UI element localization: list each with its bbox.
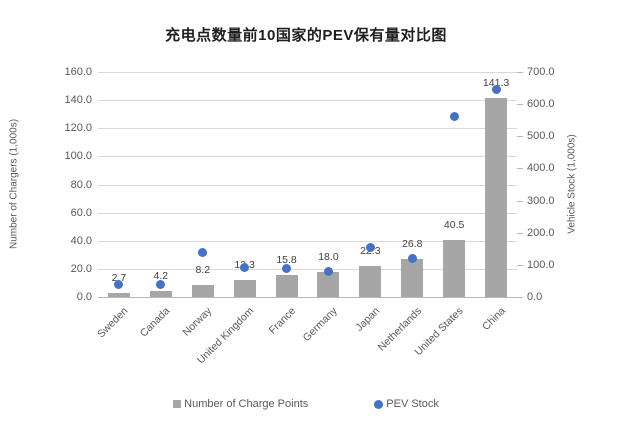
right-axis-tick-mark bbox=[517, 200, 523, 202]
x-axis-label-norway: Norway bbox=[180, 305, 215, 339]
y-axis-tick-right: 300.0 bbox=[527, 194, 555, 207]
pev-stock-dot-germany bbox=[323, 267, 333, 277]
y-axis-tick-left: 120.0 bbox=[64, 122, 92, 135]
right-axis-title: Vehicle Stock (1,000s) bbox=[566, 134, 578, 234]
y-axis-tick-right: 400.0 bbox=[527, 162, 555, 175]
bar-china bbox=[485, 98, 508, 297]
legend-label-pev-stock: PEV Stock bbox=[386, 398, 439, 410]
chart-title: 充电点数量前10国家的PEV保有量对比图 bbox=[165, 27, 447, 44]
bar-value-label-china: 141.3 bbox=[482, 77, 510, 90]
right-axis-tick-mark bbox=[517, 168, 523, 170]
x-axis-label-germany: Germany bbox=[300, 305, 340, 345]
legend-item-charge-points: Number of Charge Points bbox=[173, 398, 308, 410]
bar-germany bbox=[317, 271, 340, 297]
y-axis-tick-left: 160.0 bbox=[64, 66, 92, 78]
y-axis-tick-right: 100.0 bbox=[527, 258, 555, 271]
gridline bbox=[98, 156, 517, 158]
bar-united-states bbox=[443, 240, 466, 297]
right-axis-tick-mark bbox=[517, 232, 523, 234]
y-axis-tick-left: 20.0 bbox=[70, 262, 92, 275]
y-axis-tick-right: 0.0 bbox=[527, 291, 543, 303]
bar-sweden bbox=[107, 293, 130, 297]
pev-stock-dot-sweden bbox=[114, 280, 124, 290]
bar-value-label-canada: 4.2 bbox=[153, 270, 169, 283]
right-axis-tick-mark bbox=[517, 72, 523, 73]
pev-stock-dot-japan bbox=[365, 242, 375, 252]
gridline bbox=[98, 212, 517, 214]
pev-stock-dot-united-states bbox=[449, 111, 459, 121]
x-axis-label-japan: Japan bbox=[353, 305, 382, 334]
gridline bbox=[98, 268, 517, 270]
gridline bbox=[98, 128, 517, 130]
bar-netherlands bbox=[401, 259, 424, 297]
y-axis-tick-left: 60.0 bbox=[70, 206, 92, 219]
gridline bbox=[98, 184, 517, 186]
y-axis-tick-left: 80.0 bbox=[70, 178, 92, 191]
right-axis-tick-mark bbox=[517, 136, 523, 138]
y-axis-tick-right: 200.0 bbox=[527, 226, 555, 239]
bar-united-kingdom bbox=[233, 279, 256, 297]
pev-stock-dot-france bbox=[282, 263, 292, 273]
pev-stock-dot-canada bbox=[156, 280, 166, 290]
bar-value-label-netherlands: 26.8 bbox=[402, 238, 423, 251]
y-axis-tick-right: 700.0 bbox=[527, 66, 555, 78]
x-axis-label-china: China bbox=[479, 305, 508, 333]
scatter-series-swatch-icon bbox=[374, 399, 384, 409]
pev-stock-dot-norway bbox=[198, 248, 208, 258]
y-axis-tick-left: 100.0 bbox=[64, 150, 92, 163]
y-axis-tick-right: 600.0 bbox=[527, 98, 555, 111]
pev-stock-dot-netherlands bbox=[407, 253, 417, 263]
x-axis-label-france: France bbox=[266, 305, 299, 337]
gridline bbox=[98, 240, 517, 242]
y-axis-tick-left: 0.0 bbox=[76, 291, 92, 303]
right-axis-tick-mark bbox=[517, 264, 523, 266]
bar-japan bbox=[359, 265, 382, 297]
y-axis-tick-right: 500.0 bbox=[527, 130, 555, 143]
gridline bbox=[98, 100, 517, 102]
bar-france bbox=[275, 274, 298, 297]
x-axis-label-sweden: Sweden bbox=[95, 305, 131, 341]
bar-value-label-germany: 18.0 bbox=[318, 250, 339, 263]
bar-canada bbox=[149, 291, 172, 297]
bar-value-label-france: 15.8 bbox=[276, 253, 297, 266]
left-axis-title: Number of Chargers (1,000s) bbox=[8, 118, 20, 250]
x-axis-label-canada: Canada bbox=[137, 305, 173, 340]
bar-norway bbox=[191, 285, 214, 297]
bar-value-label-united-states: 40.5 bbox=[443, 219, 465, 232]
pev-stock-dot-united-kingdom bbox=[240, 262, 250, 272]
bar-value-label-norway: 8.2 bbox=[195, 264, 211, 277]
right-axis-tick-mark bbox=[517, 104, 523, 106]
bar-series-swatch-icon bbox=[173, 400, 182, 408]
y-axis-tick-left: 40.0 bbox=[70, 234, 92, 247]
pev-stock-dot-china bbox=[491, 84, 501, 94]
legend: Number of Charge Points PEV Stock bbox=[0, 398, 612, 410]
legend-label-charge-points: Number of Charge Points bbox=[184, 398, 309, 410]
y-axis-tick-left: 140.0 bbox=[64, 94, 92, 107]
x-axis-line bbox=[98, 297, 523, 298]
gridline bbox=[98, 72, 517, 73]
legend-item-pev-stock: PEV Stock bbox=[374, 398, 439, 410]
